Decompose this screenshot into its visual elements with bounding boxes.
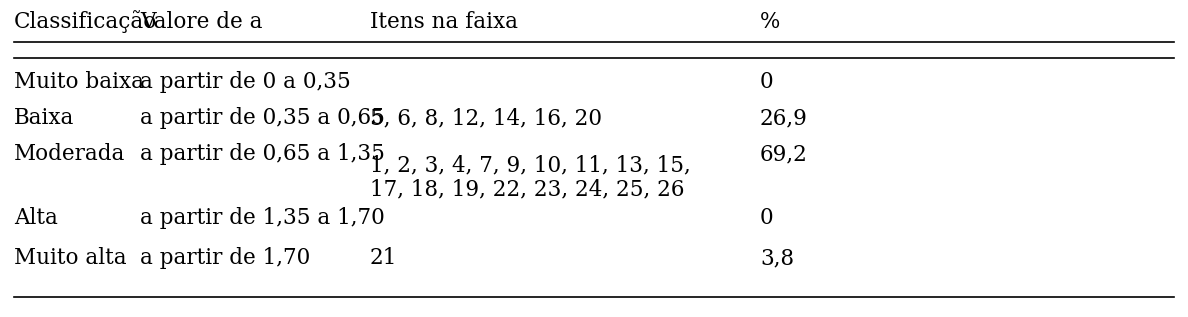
Text: 0: 0 <box>760 207 773 229</box>
Text: Alta: Alta <box>14 207 58 229</box>
Text: 26,9: 26,9 <box>760 107 808 129</box>
Text: 5, 6, 8, 12, 14, 16, 20: 5, 6, 8, 12, 14, 16, 20 <box>369 107 602 129</box>
Text: a partir de 0,65 a 1,35: a partir de 0,65 a 1,35 <box>140 143 385 165</box>
Text: a partir de 1,70: a partir de 1,70 <box>140 247 310 269</box>
Text: %: % <box>760 11 781 33</box>
Text: 21: 21 <box>369 247 397 269</box>
Text: 3,8: 3,8 <box>760 247 794 269</box>
Text: Muito alta: Muito alta <box>14 247 127 269</box>
Text: a partir de 0 a 0,35: a partir de 0 a 0,35 <box>140 71 350 93</box>
Text: a partir de 0,35 a 0,65: a partir de 0,35 a 0,65 <box>140 107 385 129</box>
Text: 0: 0 <box>760 71 773 93</box>
Text: Moderada: Moderada <box>14 143 126 165</box>
Text: a partir de 1,35 a 1,70: a partir de 1,35 a 1,70 <box>140 207 385 229</box>
Text: Valore de a: Valore de a <box>140 11 263 33</box>
Text: 1, 2, 3, 4, 7, 9, 10, 11, 13, 15,: 1, 2, 3, 4, 7, 9, 10, 11, 13, 15, <box>369 154 690 176</box>
Text: Itens na faixa: Itens na faixa <box>369 11 518 33</box>
Text: 69,2: 69,2 <box>760 143 808 165</box>
Text: Muito baixa: Muito baixa <box>14 71 144 93</box>
Text: Baixa: Baixa <box>14 107 75 129</box>
Text: Classificação: Classificação <box>14 10 157 34</box>
Text: 17, 18, 19, 22, 23, 24, 25, 26: 17, 18, 19, 22, 23, 24, 25, 26 <box>369 178 684 200</box>
